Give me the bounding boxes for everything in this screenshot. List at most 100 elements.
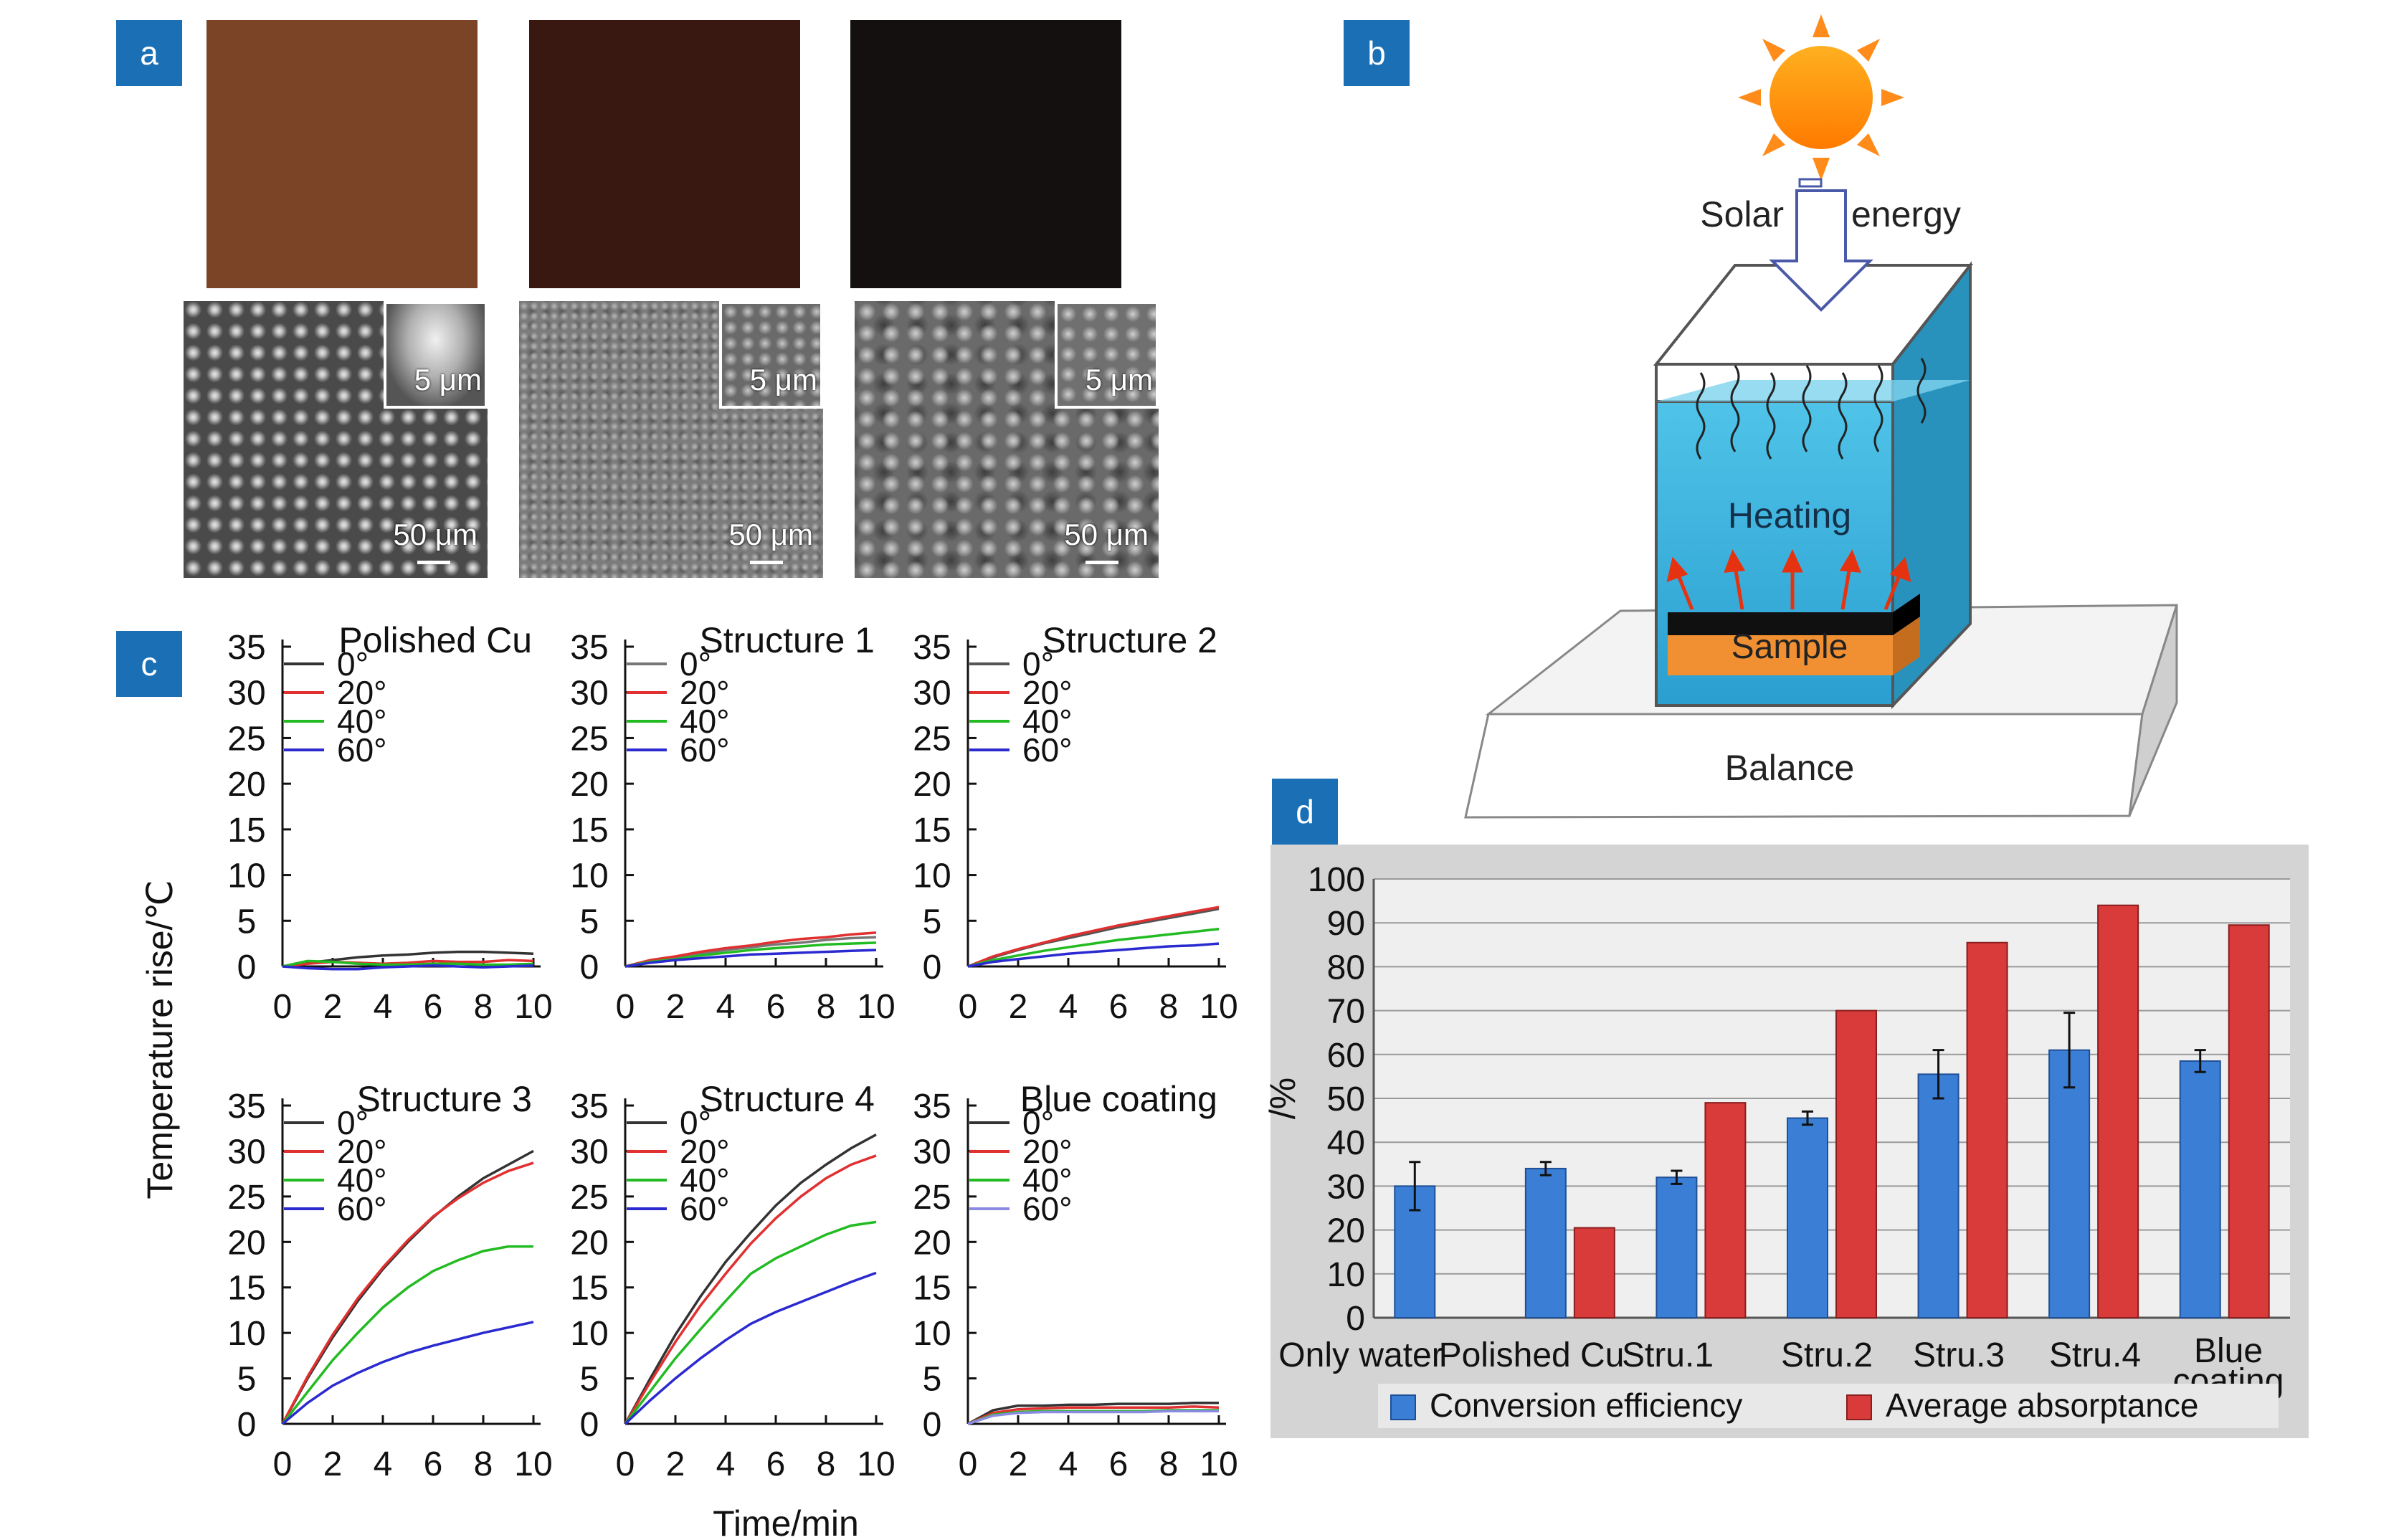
y-tick-label: 20 [913,766,951,804]
x-tick-label: 2 [1009,1445,1028,1483]
y-tick-label: 35 [227,629,265,667]
balance-label: Balance [1725,748,1855,788]
y-tick-label: 35 [913,1088,951,1126]
x-tick-label: 4 [716,988,736,1026]
x-tick-label: Only water [1278,1336,1443,1374]
panel-label-a: a [116,20,182,86]
sem-inset-3 [1055,301,1159,409]
x-tick-label: 0 [959,1445,978,1483]
y-tick-label: 90 [1327,905,1365,943]
bar-average-absorptance [2228,924,2270,1318]
legend-label: 60° [1022,1190,1073,1227]
y-tick-label: 25 [913,1179,951,1217]
x-tick-label: 6 [424,988,443,1026]
series-line-2 [281,1245,533,1425]
y-tick-label: 15 [570,1270,608,1308]
bar-conversion-efficiency [1917,1073,1959,1318]
y-tick-label: 30 [1327,1168,1365,1206]
y-tick-label: 30 [570,675,608,713]
bar-conversion-efficiency [1524,1167,1567,1319]
y-tick-label: 35 [913,629,951,667]
y-tick-label: 35 [227,1088,265,1126]
legend-label: 20° [680,674,730,711]
y-tick-label: 60 [1327,1037,1365,1075]
sem-image-2: 5 μm 50 μm [519,301,823,578]
x-tick-label: Stru.2 [1781,1336,1873,1374]
legend-label: 40° [680,703,730,740]
x-tick-label: 0 [616,1445,635,1483]
x-tick-label: 0 [959,988,978,1026]
y-tick-label: 15 [570,812,608,850]
y-tick-label: 20 [227,766,265,804]
scale-label-inset-1: 5 μm [414,363,482,396]
y-tick-label: 70 [1327,993,1365,1031]
series-line-1 [281,1161,534,1425]
chart-title: Structure 3 [356,1079,532,1119]
x-tick-label: 0 [273,1445,293,1483]
legend-label: 60° [337,1190,387,1227]
series-line-2 [624,1220,877,1425]
scale-label-main-1: 50 μm [393,518,478,551]
legend-box [1378,1384,2279,1428]
legend-label: 0° [680,1104,711,1141]
y-tick-label: 5 [580,1361,599,1399]
x-tick-label: 6 [766,988,786,1026]
bar-conversion-efficiency [1655,1177,1698,1319]
bar-conversion-efficiency [1787,1117,1828,1319]
sem-inset-1 [384,301,488,409]
panel-label-c: c [116,631,182,697]
y-tick-label: 5 [580,903,599,941]
x-axis-label: Time/min [713,1503,859,1540]
sample-photo-structure-1 [529,20,800,288]
x-tick-label: 6 [1109,1445,1129,1483]
heat-arrows [1666,548,1911,610]
bar-average-absorptance [1704,1102,1747,1318]
y-tick-label: 20 [570,1224,608,1262]
scale-bar-3 [1086,561,1118,564]
y-tick-label: 0 [580,949,599,987]
x-tick-label: 10 [514,988,552,1026]
y-tick-label: 15 [227,812,265,850]
series-line-1 [624,931,877,968]
y-tick-label: 50 [1327,1080,1365,1118]
y-tick-label: 25 [227,720,265,758]
legend-label: 60° [1022,731,1073,769]
x-tick-label: Stru.4 [2049,1336,2141,1374]
y-tick-label: 30 [570,1133,608,1171]
series-line-3 [281,1321,534,1425]
x-tick-label: 2 [1009,988,1028,1026]
series-line-3 [624,949,877,968]
y-tick-label: 10 [1327,1256,1365,1294]
vapor-lines [1696,358,1927,460]
x-tick-label: Stru.3 [1913,1336,2005,1374]
sample-photo-structure-2 [850,20,1121,288]
series-line-2 [967,928,1220,968]
x-tick-label: Stru.1 [1622,1336,1714,1374]
x-tick-label: 2 [666,1445,685,1483]
y-tick-label: 30 [913,675,951,713]
scale-bar-2 [750,561,783,564]
x-tick-label: 0 [616,988,635,1026]
y-tick-label: 80 [1327,949,1365,987]
y-tick-label: 5 [237,903,257,941]
x-tick-label: 2 [323,1445,343,1483]
y-tick-label: 0 [237,1406,257,1444]
bar-average-absorptance [1573,1227,1615,1319]
y-tick-label: 10 [570,857,608,895]
series-line-1 [967,906,1220,968]
x-tick-label: 10 [857,1445,895,1483]
x-tick-label: 8 [817,988,836,1026]
series-line-0 [967,1402,1219,1425]
x-tick-label: 4 [1059,1445,1078,1483]
y-tick-label: 30 [913,1133,951,1171]
y-tick-label: 30 [227,675,265,713]
x-tick-label: 0 [273,988,293,1026]
scale-label-main-2: 50 μm [728,518,813,551]
legend-label: 20° [1022,674,1073,711]
y-tick-label: 10 [570,1315,608,1353]
